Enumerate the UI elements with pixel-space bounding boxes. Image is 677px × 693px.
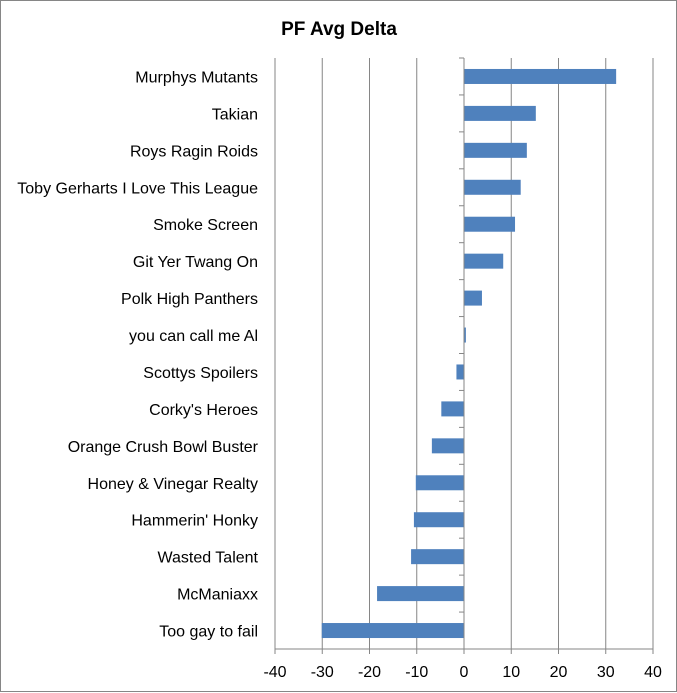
bar (464, 142, 527, 158)
bar (464, 105, 536, 121)
bar (377, 586, 464, 602)
category-label: Smoke Screen (153, 217, 258, 234)
x-tick-label: 40 (644, 664, 662, 681)
axes (274, 57, 654, 654)
category-label: Git Yer Twang On (133, 254, 258, 271)
category-labels: Murphys Mutants Takian Roys Ragin Roids Tob… (17, 69, 258, 640)
category-label: Hammerin' Honky (131, 513, 258, 530)
chart-title: PF Avg Delta (281, 19, 397, 40)
bars (321, 68, 617, 639)
category-label: Polk High Panthers (121, 291, 258, 308)
bar (456, 364, 464, 380)
x-tick-label: -20 (358, 664, 381, 681)
bar (413, 512, 464, 528)
x-tick-label: 30 (597, 664, 615, 681)
bar (464, 327, 466, 343)
bar (411, 549, 464, 565)
category-label: Orange Crush Bowl Buster (68, 439, 259, 456)
category-label: McManiaxx (177, 587, 258, 604)
x-tick-label: -30 (311, 664, 334, 681)
bar (321, 623, 464, 639)
bar (441, 401, 464, 417)
x-tick-label: 10 (502, 664, 520, 681)
category-label: Roys Ragin Roids (130, 143, 258, 160)
category-label: Takian (212, 106, 258, 123)
x-tick-label: 0 (460, 664, 469, 681)
bar (464, 253, 504, 269)
category-label: Scottys Spoilers (143, 365, 258, 382)
bar (464, 68, 617, 84)
x-tick-labels: -40 -30 -20 -10 0 10 20 30 40 (263, 664, 662, 681)
category-label: Corky's Heroes (149, 402, 258, 419)
x-tick-label: 20 (550, 664, 568, 681)
bar (431, 438, 464, 454)
bar (464, 179, 521, 195)
category-label: Murphys Mutants (135, 69, 258, 86)
bar (464, 290, 482, 306)
bar (464, 216, 516, 232)
category-label: Too gay to fail (159, 624, 258, 641)
category-label: Toby Gerharts I Love This League (17, 180, 258, 197)
x-tick-label: -40 (263, 664, 286, 681)
category-label: Honey & Vinegar Realty (88, 476, 258, 493)
category-label: Wasted Talent (158, 550, 259, 567)
x-tick-label: -10 (405, 664, 428, 681)
category-label: you can call me Al (129, 328, 258, 345)
bar (415, 475, 464, 491)
